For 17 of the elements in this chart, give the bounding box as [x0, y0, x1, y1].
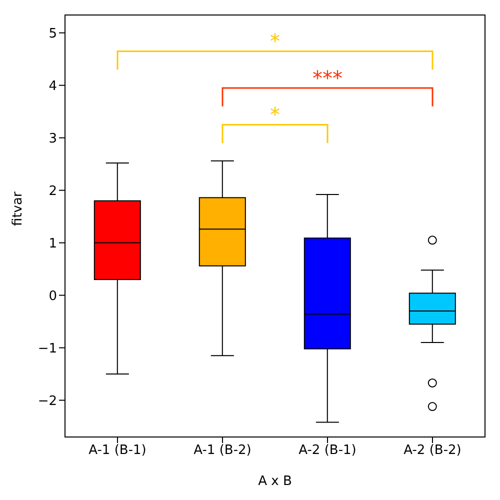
y-tick-label: −2 [38, 394, 57, 409]
annotation: *** [312, 66, 342, 90]
annotation: * [270, 102, 280, 127]
y-tick-label: −1 [38, 341, 57, 356]
y-axis-title: fitvar [10, 191, 26, 226]
y-tick-label: 1 [48, 236, 57, 252]
x-tick-label: A-2 (B-2) [404, 443, 462, 458]
y-tick-label: 5 [48, 26, 57, 42]
annotation: * [270, 29, 280, 54]
x-tick-label: A-1 (B-1) [88, 443, 146, 458]
x-tick-label: A-2 (B-1) [298, 443, 356, 458]
y-tick-label: 4 [48, 78, 57, 94]
x-tick-label: A-1 (B-2) [194, 443, 252, 458]
y-tick-label: 2 [48, 184, 57, 199]
y-tick-label: 3 [48, 131, 57, 146]
x-axis-title: A x B [258, 474, 292, 489]
y-tick-label: 0 [48, 288, 57, 304]
